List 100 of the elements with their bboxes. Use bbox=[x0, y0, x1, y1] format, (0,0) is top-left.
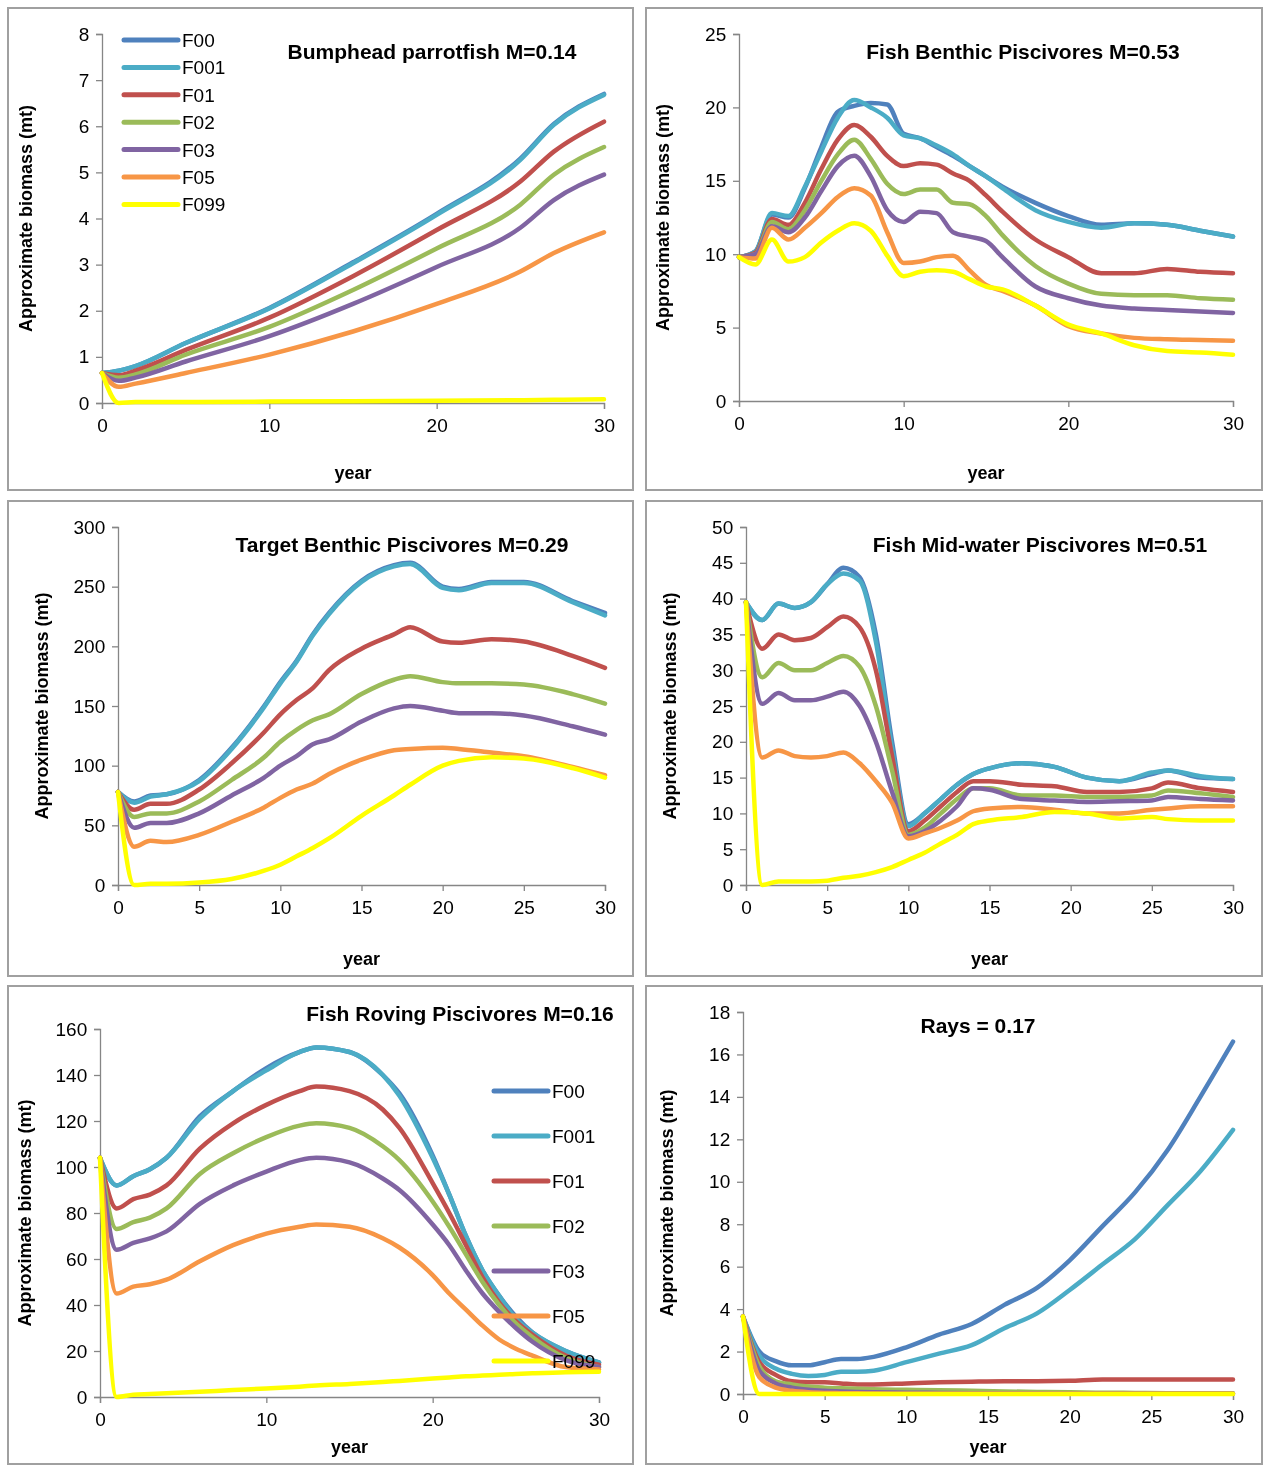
y-tick-label: 0 bbox=[76, 1386, 88, 1408]
y-tick-label: 15 bbox=[712, 767, 734, 789]
y-tick-label: 40 bbox=[66, 1294, 88, 1316]
x-axis-title: year bbox=[967, 463, 1005, 483]
y-tick-label: 140 bbox=[55, 1064, 88, 1086]
x-tick-label: 30 bbox=[1222, 412, 1245, 434]
x-tick-label: 30 bbox=[594, 896, 617, 918]
y-tick-label: 8 bbox=[78, 23, 90, 45]
x-tick-label: 5 bbox=[822, 896, 833, 918]
y-tick-label: 6 bbox=[78, 115, 90, 137]
y-tick-label: 3 bbox=[78, 254, 90, 276]
y-tick-label: 2 bbox=[719, 1341, 731, 1363]
x-tick-label: 0 bbox=[741, 896, 752, 918]
chart-title: Bumphead parrotfish M=0.14 bbox=[287, 40, 577, 63]
legend-label: F00 bbox=[552, 1081, 585, 1102]
x-axis-title: year bbox=[330, 1437, 369, 1457]
y-tick-label: 200 bbox=[73, 635, 106, 657]
y-tick-label: 4 bbox=[719, 1298, 731, 1320]
y-tick-label: 12 bbox=[709, 1128, 731, 1150]
x-tick-label: 10 bbox=[259, 414, 281, 436]
y-tick-label: 160 bbox=[55, 1018, 88, 1040]
y-tick-label: 1 bbox=[78, 346, 90, 368]
y-axis-title: Approximate biomass (mt) bbox=[15, 1099, 35, 1327]
y-tick-label: 5 bbox=[715, 317, 727, 339]
legend-label: F05 bbox=[182, 167, 215, 188]
x-tick-label: 10 bbox=[896, 1405, 918, 1427]
x-tick-label: 20 bbox=[1060, 896, 1082, 918]
x-tick-label: 5 bbox=[819, 1405, 831, 1427]
y-tick-label: 15 bbox=[705, 170, 727, 192]
x-tick-label: 10 bbox=[893, 412, 915, 434]
x-axis-title: year bbox=[342, 949, 381, 969]
x-tick-label: 20 bbox=[422, 1408, 444, 1430]
y-tick-label: 25 bbox=[712, 695, 734, 717]
y-tick-label: 150 bbox=[73, 695, 106, 717]
y-tick-label: 8 bbox=[719, 1213, 731, 1235]
y-tick-label: 250 bbox=[73, 576, 106, 598]
y-tick-label: 20 bbox=[712, 731, 734, 753]
y-tick-label: 100 bbox=[55, 1156, 88, 1178]
x-tick-label: 0 bbox=[738, 1405, 749, 1427]
legend-label: F099 bbox=[182, 194, 226, 216]
legend-label: F01 bbox=[552, 1171, 585, 1192]
legend-label: F02 bbox=[182, 112, 215, 134]
y-tick-label: 10 bbox=[709, 1171, 731, 1193]
x-tick-label: 25 bbox=[1141, 1405, 1163, 1427]
x-tick-label: 30 bbox=[588, 1408, 611, 1430]
x-axis-title: year bbox=[969, 1437, 1007, 1457]
y-tick-label: 40 bbox=[712, 588, 734, 610]
chart-title: Rays = 0.17 bbox=[920, 1014, 1036, 1037]
y-tick-label: 2 bbox=[78, 300, 90, 322]
y-tick-label: 35 bbox=[712, 623, 734, 645]
legend-label: F00 bbox=[182, 30, 215, 51]
x-tick-label: 20 bbox=[432, 896, 454, 918]
y-axis-title: Approximate biomass (mt) bbox=[657, 1089, 677, 1317]
y-tick-label: 300 bbox=[73, 516, 106, 538]
x-tick-label: 10 bbox=[898, 896, 920, 918]
x-axis-title: year bbox=[334, 463, 372, 483]
y-tick-label: 7 bbox=[78, 69, 90, 91]
y-axis-title: Approximate biomass (mt) bbox=[32, 592, 52, 820]
chart-title: Target Benthic Piscivores M=0.29 bbox=[235, 533, 569, 556]
y-tick-label: 5 bbox=[78, 161, 90, 183]
x-tick-label: 30 bbox=[1222, 896, 1245, 918]
y-tick-label: 50 bbox=[712, 516, 734, 538]
y-tick-label: 30 bbox=[712, 659, 734, 681]
x-tick-label: 20 bbox=[1059, 1405, 1081, 1427]
x-tick-label: 10 bbox=[270, 896, 292, 918]
y-tick-label: 20 bbox=[705, 96, 727, 118]
x-tick-label: 30 bbox=[1222, 1405, 1245, 1427]
y-tick-label: 0 bbox=[94, 874, 106, 896]
y-tick-label: 0 bbox=[715, 390, 727, 412]
y-tick-label: 18 bbox=[709, 1001, 731, 1023]
y-axis-title: Approximate biomass (mt) bbox=[660, 592, 680, 820]
y-tick-label: 4 bbox=[78, 208, 90, 230]
y-tick-label: 10 bbox=[705, 243, 727, 265]
y-tick-label: 0 bbox=[78, 392, 90, 414]
legend-label: F03 bbox=[552, 1261, 585, 1282]
legend-label: F001 bbox=[552, 1126, 596, 1147]
y-tick-label: 120 bbox=[55, 1110, 88, 1132]
y-tick-label: 25 bbox=[705, 23, 727, 45]
y-tick-label: 16 bbox=[709, 1044, 731, 1066]
y-tick-label: 20 bbox=[66, 1340, 88, 1362]
legend-label: F02 bbox=[552, 1216, 585, 1237]
chart-title: Fish Mid-water Piscivores M=0.51 bbox=[872, 533, 1208, 556]
y-tick-label: 5 bbox=[722, 838, 734, 860]
x-tick-label: 15 bbox=[979, 896, 1001, 918]
x-tick-label: 20 bbox=[1058, 412, 1080, 434]
x-tick-label: 0 bbox=[113, 896, 124, 918]
y-tick-label: 6 bbox=[719, 1256, 731, 1278]
y-tick-label: 80 bbox=[66, 1202, 88, 1224]
legend-label: F01 bbox=[182, 84, 215, 106]
legend-label: F05 bbox=[552, 1306, 585, 1327]
y-tick-label: 10 bbox=[712, 802, 734, 824]
x-tick-label: 10 bbox=[256, 1408, 278, 1430]
y-tick-label: 45 bbox=[712, 552, 734, 574]
y-tick-label: 14 bbox=[709, 1086, 731, 1108]
y-tick-label: 50 bbox=[84, 814, 106, 836]
x-axis-title: year bbox=[970, 949, 1009, 969]
y-axis-title: Approximate biomass (mt) bbox=[653, 103, 673, 332]
chart-title: Fish Benthic Piscivores M=0.53 bbox=[866, 40, 1180, 63]
x-tick-label: 15 bbox=[977, 1405, 1000, 1427]
x-tick-label: 30 bbox=[593, 414, 616, 436]
